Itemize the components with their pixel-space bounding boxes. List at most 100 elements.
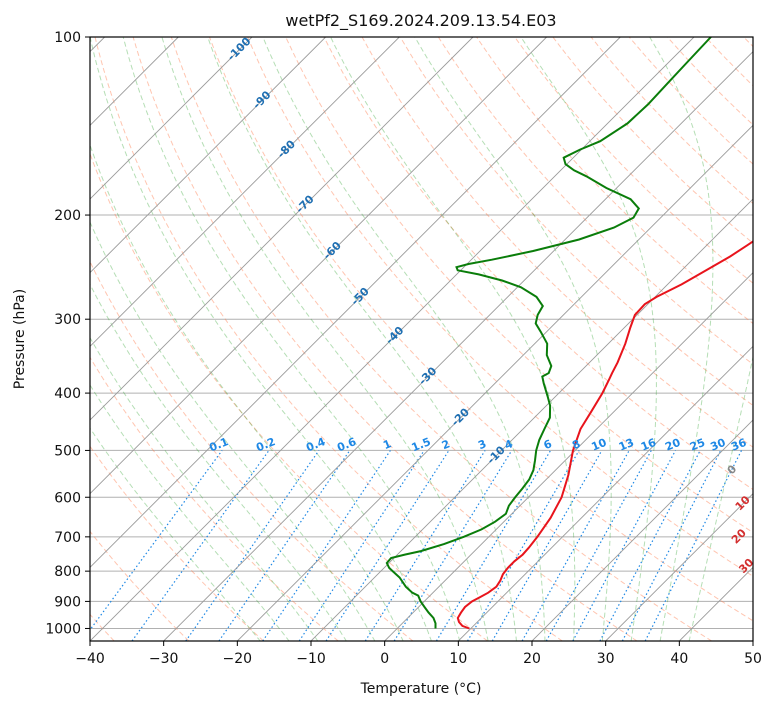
moist-adiabat-line	[90, 384, 290, 641]
moist-adiabat-line	[90, 427, 261, 641]
pressure-gridlines	[90, 37, 753, 629]
x-tick-label: −30	[149, 651, 179, 667]
x-tick-label: −20	[223, 651, 253, 667]
y-tick-label: 900	[54, 594, 81, 610]
moist-adiabat-line	[161, 37, 489, 641]
moist-adiabats	[90, 37, 753, 641]
isotherm-line	[90, 37, 253, 200]
dry-adiabat-line	[90, 530, 190, 641]
mixing-ratio-label: 25	[688, 436, 707, 454]
moist-adiabat-line	[649, 37, 714, 641]
y-axis-label: Pressure (hPa)	[12, 289, 28, 389]
mixing-ratio-line	[572, 450, 677, 641]
dewpoint-trace	[385, 37, 712, 629]
y-tick-label: 1000	[45, 621, 81, 637]
moist-adiabat-line	[90, 143, 404, 641]
y-tick-label: 500	[54, 443, 81, 459]
dry-adiabats	[90, 37, 753, 641]
moist-adiabat-line	[414, 37, 612, 641]
mixing-ratio-line	[90, 450, 223, 631]
y-tick-label: 400	[54, 386, 81, 402]
mixing-ratio-line	[364, 450, 486, 641]
skewed-isotherms	[90, 37, 753, 641]
dry-adiabat-line	[90, 260, 414, 641]
isotherm-line	[237, 124, 753, 641]
y-tick-label: 800	[54, 564, 81, 580]
moist-adiabat-line	[520, 37, 657, 641]
dry-adiabat-line	[132, 37, 638, 641]
dry-adiabat-line	[437, 37, 753, 365]
mixing-ratio-label: 2	[440, 437, 452, 452]
x-axis-ticks: −40 −30 −20 −10 0 10 20 30 40 50	[75, 641, 762, 667]
x-tick-label: 50	[744, 651, 762, 667]
isotherm-line	[90, 37, 547, 495]
mixing-ratio-line	[325, 450, 450, 641]
mixing-ratio-line	[521, 450, 630, 641]
moist-adiabat-line	[688, 354, 753, 641]
x-axis-label: Temperature (°C)	[360, 681, 482, 697]
profile-traces	[385, 37, 753, 630]
isotherm-line	[90, 37, 621, 568]
isotherm-line	[90, 37, 326, 274]
y-tick-label: 700	[54, 530, 81, 546]
plot-background	[90, 37, 753, 641]
isotherm-line	[384, 272, 753, 641]
mixing-ratio-label: 8	[570, 437, 582, 452]
dry-adiabat-line	[476, 37, 753, 325]
isotherm-line	[605, 493, 753, 641]
chart-title: wetPf2_S169.2024.209.13.54.E03	[285, 11, 556, 31]
y-tick-label: 100	[54, 30, 81, 46]
mixing-ratio-label: 36	[729, 436, 748, 454]
mixing-ratio-line	[435, 450, 552, 641]
mixing-ratio-label: 1	[381, 437, 393, 452]
mixing-ratio-label: 3	[476, 437, 488, 452]
dry-adiabat-line	[170, 37, 712, 641]
x-tick-label: 0	[380, 651, 389, 667]
moist-adiabat-line	[207, 37, 517, 641]
y-tick-label: 300	[54, 312, 81, 328]
moist-adiabat-line	[262, 37, 546, 641]
x-tick-label: 40	[670, 651, 688, 667]
mixing-ratio-line	[218, 450, 351, 641]
isotherm-line	[310, 198, 753, 641]
moist-adiabat-line	[90, 283, 347, 641]
dry-adiabat-line	[628, 37, 753, 165]
y-tick-label: 200	[54, 208, 81, 224]
mixing-ratio-line	[185, 450, 320, 641]
mixing-ratio-line	[466, 450, 580, 641]
isotherm-line	[531, 419, 753, 641]
mixing-ratio-label: 10	[589, 436, 608, 454]
moist-adiabat-line	[330, 37, 576, 641]
dry-adiabat-line	[399, 37, 753, 407]
mixing-ratio-label: 30	[708, 436, 727, 454]
moist-adiabat-line	[90, 37, 432, 641]
isotherm-line	[458, 345, 753, 641]
y-tick-label: 600	[54, 490, 81, 506]
x-tick-label: −10	[296, 651, 326, 667]
dry-adiabat-line	[209, 37, 753, 622]
dry-adiabat-line	[90, 356, 339, 641]
mixing-ratio-line	[131, 450, 270, 641]
x-tick-label: 20	[523, 651, 541, 667]
isotherm-line	[163, 51, 753, 641]
isotherm-line	[90, 37, 400, 347]
temperature-trace	[456, 240, 753, 630]
plot-border	[89, 36, 754, 642]
mixing-ratio-line	[393, 450, 513, 641]
x-tick-label: 30	[597, 651, 615, 667]
moist-adiabat-line	[122, 37, 461, 641]
mixing-ratio-line	[491, 450, 603, 641]
dry-adiabat-label: 40	[753, 584, 773, 604]
moist-adiabat-line	[90, 220, 376, 641]
dry-adiabat-line	[552, 37, 753, 244]
plot-frame	[89, 36, 754, 642]
mixing-ratio-label: 13	[617, 436, 636, 454]
mixing-ratio-label: 20	[663, 436, 682, 454]
x-tick-label: −40	[75, 651, 105, 667]
dry-adiabat-line	[94, 37, 563, 641]
dry-adiabat-line	[323, 37, 753, 491]
moist-adiabat-line	[90, 336, 319, 641]
mixing-ratio-label: 16	[639, 436, 658, 454]
isotherm-line	[752, 640, 753, 641]
